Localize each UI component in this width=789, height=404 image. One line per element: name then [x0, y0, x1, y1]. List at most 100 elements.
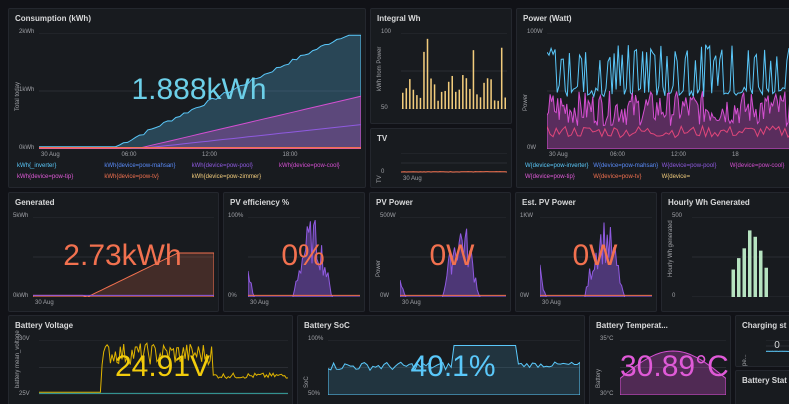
- bar-decoration: [405, 88, 408, 109]
- panel: Generated 5kWh 0kWh 30 Aug 2.73kWh: [8, 192, 219, 312]
- bar-decoration: [759, 250, 763, 297]
- graph-line: [400, 228, 506, 297]
- panel-title: Battery SoC: [304, 321, 350, 330]
- bar-decoration: [479, 97, 482, 109]
- graph-decoration: [400, 217, 506, 297]
- stat-value: 2.73kWh: [63, 239, 182, 272]
- x-tick-label: 12:00: [671, 152, 687, 158]
- graph-decoration: [248, 217, 360, 297]
- legend-entry: W{device=pow-inverter}: [525, 163, 589, 169]
- x-tick-label: 30 Aug: [542, 300, 561, 306]
- panel-title: PV Power: [376, 198, 413, 207]
- graph-line: [328, 345, 580, 395]
- graph-line: [39, 34, 361, 149]
- bar-decoration: [490, 79, 492, 109]
- graph-line: [620, 350, 726, 395]
- bar-decoration: [493, 100, 496, 109]
- y-axis-label: kWh from Power: [377, 46, 383, 91]
- legend-entry: kWh{device=pow-zimmer}: [191, 174, 262, 180]
- y-axis-label: Battery: [596, 368, 602, 388]
- legend-entry: kWh{device=pow-mahsan}: [104, 163, 176, 169]
- graph-decoration: [540, 217, 652, 297]
- graph-decoration: [401, 153, 507, 173]
- bar-decoration: [419, 97, 422, 109]
- y-tick-label: 50: [381, 105, 388, 111]
- panel: Battery Stat: [735, 370, 789, 404]
- legend-entry: W{device=pow-tip}: [525, 174, 575, 180]
- graph-decoration: [328, 340, 580, 395]
- panel: TV TV 0 30 Aug: [370, 128, 512, 188]
- panel: Hourly Wh Generated Hourly Wh generated 50…: [661, 192, 789, 312]
- y-tick-label: 0%: [228, 293, 237, 299]
- stat-value: 30.89°C: [620, 349, 729, 383]
- panel: Battery Voltage battery mean_voltage 30V 25…: [8, 315, 293, 404]
- panel-title: Battery Voltage: [15, 321, 74, 330]
- bar-decoration: [500, 47, 503, 109]
- x-tick-label: 30 Aug: [402, 300, 421, 306]
- y-axis-label: Power: [523, 93, 529, 111]
- graph-line: [547, 44, 789, 99]
- panel-title: Power (Watt): [523, 14, 572, 23]
- graph-decoration: [33, 217, 214, 297]
- graph-line: [39, 342, 288, 393]
- bar-decoration: [483, 82, 485, 109]
- bar-decoration: [409, 79, 411, 109]
- y-tick-label: 100: [381, 29, 392, 35]
- legend-entry: W{device=: [661, 174, 691, 180]
- panel: PV Power Power 500W 0W 30 Aug 0W: [369, 192, 511, 312]
- panel-title: Est. PV Power: [522, 198, 576, 207]
- panel: Battery Temperat... Battery 35°C 30°C 30.89°…: [589, 315, 731, 404]
- y-tick-label: 35°C: [600, 336, 614, 342]
- y-tick-label: 500: [672, 213, 683, 219]
- y-tick-label: 0kWh: [13, 293, 29, 299]
- x-tick-label: 18:00: [282, 152, 298, 158]
- panel: Battery SoC SoC 100% 50% 40.1%: [297, 315, 585, 404]
- y-tick-label: 0W: [520, 293, 529, 299]
- x-tick-label: 12:00: [202, 152, 218, 158]
- legend-entry: W{device=pow-tv}: [593, 174, 642, 180]
- y-tick-label: 100%: [308, 336, 324, 342]
- bar-decoration: [472, 50, 475, 109]
- graph-decoration: [401, 33, 507, 109]
- bar-decoration: [430, 78, 432, 109]
- legend-entry: kWh{_inverter}: [17, 163, 57, 169]
- panel: Consumption (kWh) Total today 2kWh 1kWh 0kWh…: [8, 8, 366, 188]
- x-tick-label: 30 Aug: [250, 300, 269, 306]
- panel-title: Charging st: [742, 321, 787, 330]
- y-axis-label: Power: [376, 259, 382, 277]
- bar-decoration: [764, 267, 768, 297]
- x-tick-label: 30 Aug: [35, 300, 54, 306]
- bar-decoration: [455, 91, 457, 109]
- panel: Power (Watt) Power 100W 0W 30 Aug 06:00 12:00 1…: [516, 8, 789, 188]
- stat-value: 0W: [572, 239, 618, 272]
- bar-decoration: [444, 90, 446, 109]
- stat-value: 0%: [281, 239, 325, 272]
- bar-decoration: [465, 78, 468, 109]
- y-tick-label: 1KW: [520, 213, 534, 219]
- graph-decoration: [39, 340, 288, 395]
- x-tick-label: 06:00: [121, 152, 137, 158]
- y-tick-label: 500W: [380, 213, 396, 219]
- legend-entry: W{device=pow-mahsan}: [593, 163, 659, 169]
- bar-decoration: [497, 100, 499, 109]
- x-tick-label: 18: [732, 152, 739, 158]
- panel-title: PV efficiency %: [230, 198, 290, 207]
- panel-title: Battery Temperat...: [596, 321, 668, 330]
- graph-line: [540, 222, 652, 297]
- bar-decoration: [748, 230, 752, 297]
- x-tick-label: 30 Aug: [403, 176, 422, 182]
- graph-decoration: [692, 217, 789, 297]
- y-tick-label: 0: [381, 169, 385, 175]
- legend-entry: kWh{device=pow-pool}: [191, 163, 253, 169]
- y-tick-label: 30°C: [600, 391, 614, 397]
- bar-decoration: [437, 100, 439, 109]
- y-tick-label: 1kWh: [19, 87, 35, 93]
- stat-value: 0: [774, 340, 780, 351]
- bar-decoration: [476, 94, 478, 109]
- y-axis-label: SoC: [304, 375, 310, 388]
- bar-decoration: [451, 75, 453, 109]
- y-tick-label: 0: [672, 293, 676, 299]
- graph-line: [547, 124, 789, 139]
- y-tick-label: 0W: [380, 293, 389, 299]
- panel: PV efficiency % 100% 0% 30 Aug 0%: [223, 192, 365, 312]
